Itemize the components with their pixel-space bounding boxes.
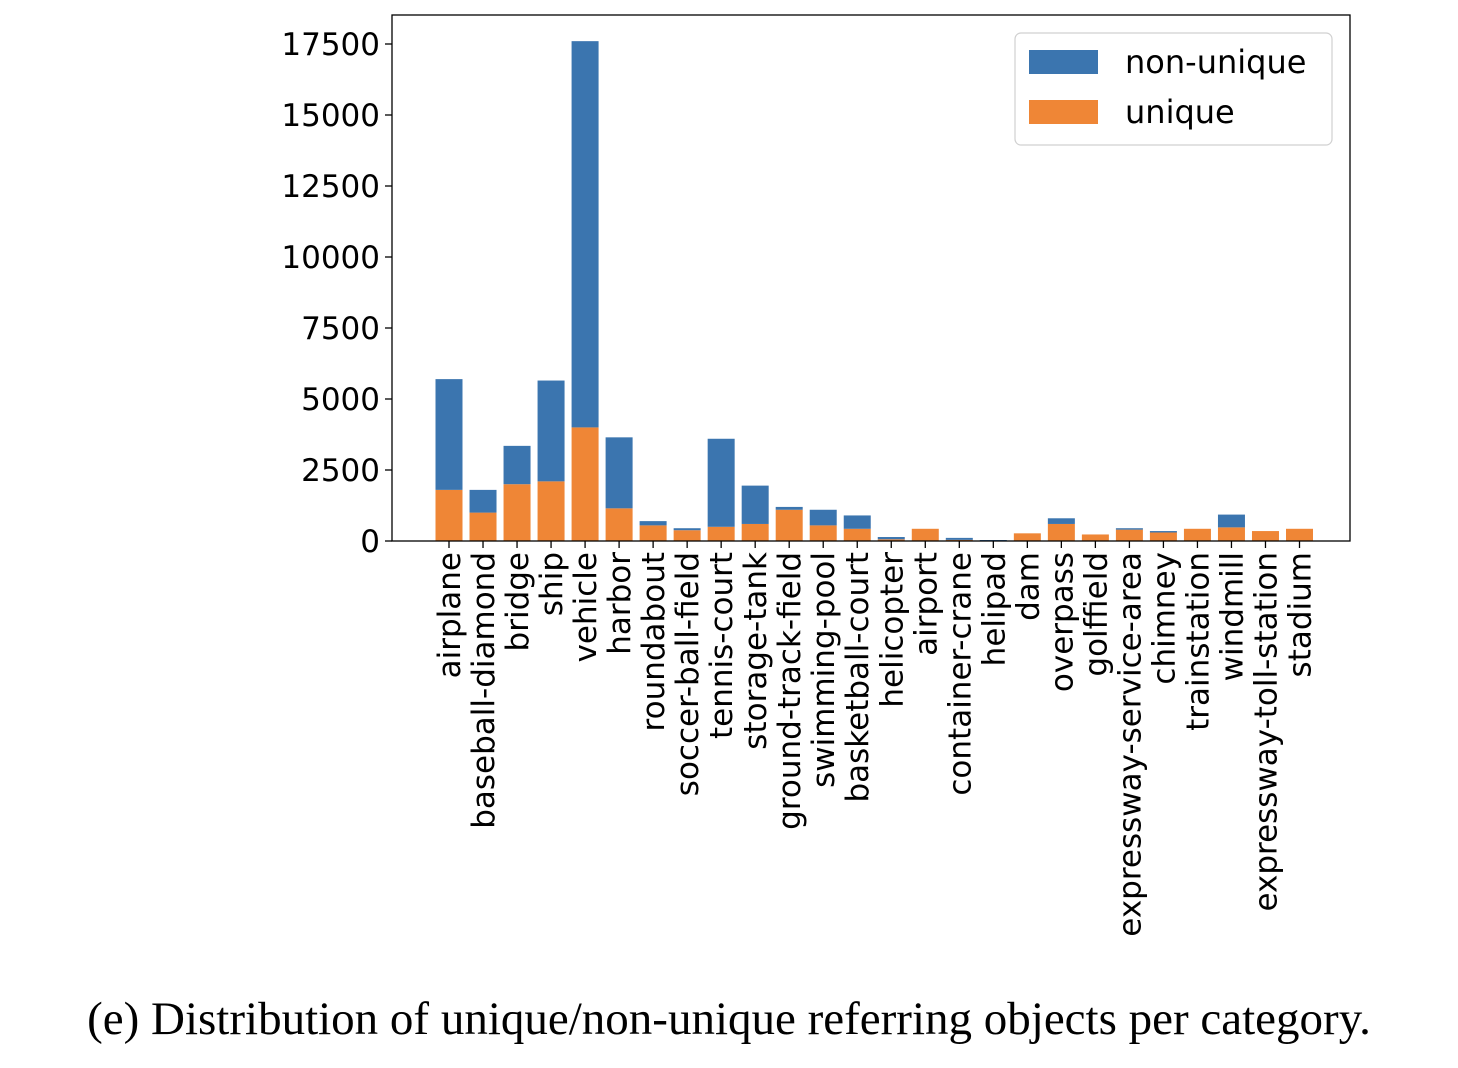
bar-unique-swimming-pool <box>809 525 837 541</box>
x-tick-label-soccer-ball-field: soccer-ball-field <box>670 552 706 796</box>
bar-unique-airport <box>911 528 939 541</box>
x-tick-label-windmill: windmill <box>1214 552 1250 681</box>
bar-unique-harbor <box>605 508 633 541</box>
bar-non-unique-airplane <box>435 379 463 490</box>
bar-unique-airplane <box>435 489 463 541</box>
legend-swatch-non-unique <box>1029 50 1098 74</box>
y-tick-label: 2500 <box>301 453 380 489</box>
bar-non-unique-tennis-court <box>707 438 735 527</box>
bar-non-unique-basketball-court <box>843 515 871 529</box>
bar-unique-dam <box>1013 533 1041 541</box>
x-tick-label-basketball-court: basketball-court <box>840 552 876 803</box>
bar-unique-bridge <box>503 484 531 541</box>
bars-layer <box>435 41 1313 541</box>
bar-non-unique-helicopter <box>877 537 905 540</box>
x-tick-label-airplane: airplane <box>432 552 468 678</box>
y-axis: 0 2500 5000 7500 10000 12500 15000 17500 <box>281 27 392 560</box>
x-tick-label-ship: ship <box>534 552 570 616</box>
bar-non-unique-chimney <box>1149 531 1177 533</box>
x-tick-label-tennis-court: tennis-court <box>704 552 740 739</box>
bar-non-unique-ground-track-field <box>775 506 803 510</box>
bar-unique-expressway-service-area <box>1115 529 1143 541</box>
bar-unique-baseball-diamond <box>469 512 497 541</box>
x-tick-label-airport: airport <box>908 552 944 656</box>
bar-non-unique-overpass <box>1047 518 1075 524</box>
y-tick-label: 0 <box>360 524 380 560</box>
y-tick-label: 5000 <box>301 382 380 418</box>
x-tick-label-helicopter: helicopter <box>874 552 910 708</box>
x-tick-label-overpass: overpass <box>1044 552 1080 692</box>
x-tick-label-chimney: chimney <box>1146 552 1182 685</box>
x-tick-label-expressway-toll-station: expressway-toll-station <box>1248 552 1284 912</box>
bar-non-unique-bridge <box>503 445 531 485</box>
x-tick-label-storage-tank: storage-tank <box>738 552 774 750</box>
x-tick-label-dam: dam <box>1010 552 1046 621</box>
x-tick-label-helipad: helipad <box>976 552 1012 666</box>
x-tick-label-golffield: golffield <box>1078 552 1114 677</box>
x-tick-label-stadium: stadium <box>1283 552 1319 677</box>
x-tick-label-ground-track-field: ground-track-field <box>772 552 808 830</box>
bar-unique-vehicle <box>571 427 599 541</box>
bar-unique-golffield <box>1081 534 1109 541</box>
x-tick-label-bridge: bridge <box>500 552 536 651</box>
y-tick-label: 15000 <box>281 98 380 134</box>
y-tick-label: 10000 <box>281 240 380 276</box>
bar-non-unique-expressway-service-area <box>1115 528 1143 530</box>
x-tick-label-swimming-pool: swimming-pool <box>806 552 842 788</box>
y-tick-label: 17500 <box>281 27 380 63</box>
x-tick-label-harbor: harbor <box>602 552 638 655</box>
legend: non-unique unique <box>1014 32 1333 146</box>
bar-non-unique-storage-tank <box>741 485 769 524</box>
bar-non-unique-ship <box>537 380 565 482</box>
y-tick-label: 12500 <box>281 169 380 205</box>
bar-unique-basketball-court <box>843 528 871 541</box>
bar-unique-ground-track-field <box>775 509 803 541</box>
y-tick-label: 7500 <box>301 311 380 347</box>
x-axis: airplanebaseball-diamondbridgeshipvehicl… <box>432 541 1319 937</box>
legend-label-non-unique: non-unique <box>1125 43 1306 81</box>
figure-caption: (e) Distribution of unique/non-unique re… <box>87 993 1371 1045</box>
plot-frame <box>391 14 1351 542</box>
bar-unique-roundabout <box>639 525 667 541</box>
bar-unique-soccer-ball-field <box>673 530 701 541</box>
stacked-bar-chart: 0 2500 5000 7500 10000 12500 15000 17500 airpla… <box>281 14 1351 937</box>
bar-unique-stadium <box>1286 528 1313 541</box>
bar-unique-expressway-toll-station <box>1251 531 1279 541</box>
x-tick-label-expressway-service-area: expressway-service-area <box>1112 552 1148 937</box>
bar-unique-ship <box>537 481 565 541</box>
bar-unique-trainstation <box>1183 528 1211 541</box>
bar-non-unique-windmill <box>1217 514 1245 528</box>
bar-unique-storage-tank <box>741 523 769 541</box>
x-tick-label-vehicle: vehicle <box>568 552 604 662</box>
bar-unique-overpass <box>1047 523 1075 541</box>
legend-swatch-unique <box>1029 100 1098 124</box>
x-tick-label-roundabout: roundabout <box>636 552 672 731</box>
x-tick-label-baseball-diamond: baseball-diamond <box>466 552 502 829</box>
bar-unique-tennis-court <box>707 526 735 541</box>
bar-non-unique-baseball-diamond <box>469 489 497 513</box>
bar-non-unique-vehicle <box>571 41 599 428</box>
bar-non-unique-container-crane <box>945 537 973 540</box>
bar-non-unique-swimming-pool <box>809 509 837 526</box>
bar-non-unique-roundabout <box>639 521 667 526</box>
x-tick-label-container-crane: container-crane <box>942 552 978 796</box>
legend-label-unique: unique <box>1125 93 1235 131</box>
bar-unique-helicopter <box>877 539 905 541</box>
bar-unique-chimney <box>1149 532 1177 541</box>
bar-unique-windmill <box>1217 527 1245 541</box>
bar-non-unique-harbor <box>605 437 633 509</box>
bar-non-unique-soccer-ball-field <box>673 528 701 531</box>
x-tick-label-trainstation: trainstation <box>1180 552 1216 731</box>
